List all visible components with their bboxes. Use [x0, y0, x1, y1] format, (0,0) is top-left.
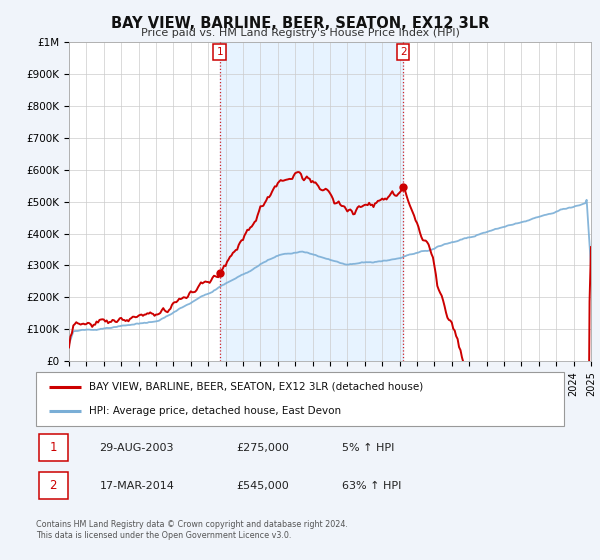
Text: 1: 1 — [217, 47, 223, 57]
Text: This data is licensed under the Open Government Licence v3.0.: This data is licensed under the Open Gov… — [36, 531, 292, 540]
FancyBboxPatch shape — [38, 434, 68, 461]
Text: £275,000: £275,000 — [236, 443, 290, 453]
Text: 5% ↑ HPI: 5% ↑ HPI — [342, 443, 395, 453]
Text: Price paid vs. HM Land Registry's House Price Index (HPI): Price paid vs. HM Land Registry's House … — [140, 28, 460, 38]
Text: BAY VIEW, BARLINE, BEER, SEATON, EX12 3LR (detached house): BAY VIEW, BARLINE, BEER, SEATON, EX12 3L… — [89, 382, 423, 392]
FancyBboxPatch shape — [38, 472, 68, 500]
Text: 1: 1 — [49, 441, 57, 454]
Text: 2: 2 — [49, 479, 57, 492]
Text: 29-AUG-2003: 29-AUG-2003 — [100, 443, 174, 453]
Text: BAY VIEW, BARLINE, BEER, SEATON, EX12 3LR: BAY VIEW, BARLINE, BEER, SEATON, EX12 3L… — [111, 16, 489, 31]
Text: 63% ↑ HPI: 63% ↑ HPI — [342, 480, 401, 491]
Text: £545,000: £545,000 — [236, 480, 289, 491]
Text: Contains HM Land Registry data © Crown copyright and database right 2024.: Contains HM Land Registry data © Crown c… — [36, 520, 348, 529]
FancyBboxPatch shape — [36, 372, 564, 426]
Text: 2: 2 — [400, 47, 407, 57]
Bar — [220, 42, 403, 361]
Text: HPI: Average price, detached house, East Devon: HPI: Average price, detached house, East… — [89, 406, 341, 416]
Text: 17-MAR-2014: 17-MAR-2014 — [100, 480, 174, 491]
